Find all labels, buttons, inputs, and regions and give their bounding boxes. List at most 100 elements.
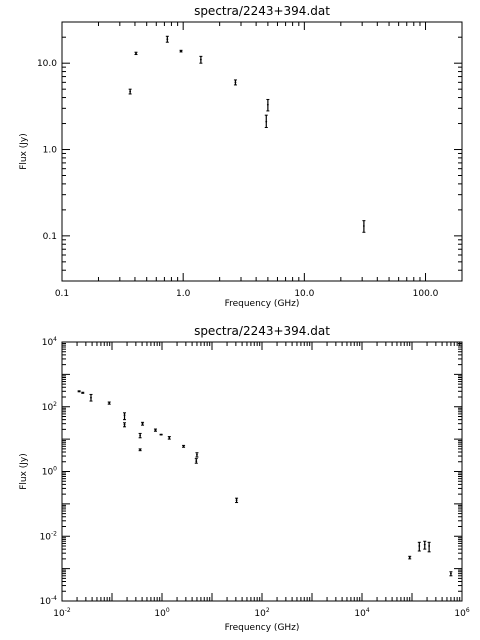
- y-tick-label: 10.0: [37, 59, 57, 69]
- x-tick-label-base: 10: [154, 609, 166, 619]
- y-tick-label-base: 10: [42, 403, 54, 413]
- data-point: [107, 401, 111, 405]
- chart-title: spectra/2243+394.dat: [194, 4, 330, 18]
- data-marker: [160, 433, 163, 436]
- y-tick-label-base: 10: [40, 597, 52, 607]
- data-marker: [180, 50, 182, 53]
- bottom-flux-chart: spectra/2243+394.dat Frequency (GHz) Flux …: [19, 324, 470, 633]
- data-point: [199, 55, 203, 64]
- x-tick-label-base: 10: [454, 609, 466, 619]
- data-point: [194, 458, 198, 464]
- data-marker: [139, 448, 142, 451]
- data-marker: [428, 545, 431, 547]
- x-tick-label-exponent: -2: [65, 607, 71, 614]
- data-marker: [141, 422, 144, 425]
- data-marker: [135, 52, 137, 55]
- y-tick-label-exponent: -2: [51, 530, 57, 537]
- x-tick-label: 100.0: [413, 289, 439, 299]
- data-marker: [129, 90, 132, 93]
- x-tick-label: 10-2: [53, 607, 71, 619]
- chart-title: spectra/2243+394.dat: [194, 324, 330, 338]
- data-point: [81, 391, 85, 394]
- x-tick-label-base: 10: [254, 609, 266, 619]
- x-axis-label: Frequency (GHz): [225, 623, 300, 633]
- data-point: [264, 114, 268, 128]
- data-marker: [168, 436, 171, 439]
- data-point: [179, 49, 183, 53]
- plot-frame: [61, 341, 463, 602]
- y-tick-label-exponent: 2: [53, 401, 57, 408]
- data-marker: [108, 402, 111, 404]
- y-tick-label-exponent: 4: [53, 336, 57, 343]
- y-tick-label: 102: [42, 401, 57, 413]
- data-marker: [196, 453, 198, 456]
- y-axis-label: Flux (Jy): [19, 133, 29, 170]
- data-point: [123, 422, 127, 428]
- data-marker: [123, 414, 126, 417]
- x-tick-label-exponent: 4: [366, 607, 370, 614]
- data-marker: [81, 391, 84, 394]
- y-tick-label: 10-2: [40, 530, 58, 542]
- data-marker: [154, 429, 157, 432]
- data-marker: [182, 445, 185, 448]
- y-tick-label: 10-4: [40, 595, 58, 607]
- x-tick-label: 10.0: [294, 289, 314, 299]
- data-point: [362, 220, 366, 233]
- data-marker: [362, 225, 365, 227]
- data-marker: [166, 38, 169, 41]
- top-flux-chart: spectra/2243+394.dat Frequency (GHz) Flux …: [19, 4, 463, 309]
- y-tick-label-base: 10: [42, 338, 54, 348]
- x-tick-label-exponent: 0: [166, 607, 170, 614]
- y-tick-label-exponent: 0: [53, 466, 57, 473]
- data-marker: [235, 499, 238, 502]
- x-tick-label: 106: [454, 607, 469, 619]
- data-marker: [423, 543, 426, 546]
- data-point: [153, 428, 157, 432]
- x-tick-label-exponent: 6: [466, 607, 470, 614]
- x-tick-label-exponent: 2: [266, 607, 270, 614]
- y-tick-label-exponent: -4: [51, 595, 57, 602]
- y-tick-label: 100: [42, 466, 57, 478]
- data-marker: [123, 423, 126, 426]
- y-tick-label: 0.1: [43, 232, 57, 242]
- data-marker: [418, 545, 421, 547]
- data-point: [165, 35, 169, 43]
- data-point: [77, 390, 81, 393]
- data-point: [141, 421, 145, 426]
- x-tick-label: 102: [254, 607, 269, 619]
- data-marker: [450, 572, 452, 575]
- y-tick-label-base: 10: [42, 468, 54, 478]
- x-tick-label-base: 10: [354, 609, 366, 619]
- y-axis-label: Flux (Jy): [19, 453, 29, 490]
- data-point: [427, 541, 431, 553]
- bottom-chart-panel: spectra/2243+394.dat Frequency (GHz) Flux …: [0, 320, 480, 640]
- data-point: [195, 452, 199, 458]
- x-tick-label: 104: [354, 607, 369, 619]
- x-tick-label-base: 10: [53, 609, 65, 619]
- top-chart-panel: spectra/2243+394.dat Frequency (GHz) Flux …: [19, 4, 463, 309]
- data-marker: [266, 103, 269, 106]
- y-tick-label-base: 10: [40, 532, 52, 542]
- data-point: [182, 444, 186, 448]
- data-point: [235, 497, 239, 504]
- x-tick-label: 0.1: [55, 289, 69, 299]
- data-marker: [408, 556, 411, 559]
- data-point: [449, 571, 453, 577]
- plot-frame: [61, 21, 463, 282]
- data-point: [423, 540, 427, 550]
- data-point: [417, 541, 421, 552]
- data-point: [138, 432, 142, 439]
- data-point: [89, 393, 93, 402]
- data-marker: [265, 120, 268, 123]
- data-point: [138, 448, 142, 452]
- x-axis-label: Frequency (GHz): [225, 299, 300, 309]
- data-point: [233, 79, 237, 86]
- data-point: [408, 555, 412, 560]
- data-point: [123, 412, 127, 421]
- y-tick-label: 1.0: [43, 146, 58, 156]
- data-point: [266, 98, 270, 112]
- data-point: [159, 433, 163, 436]
- data-marker: [139, 434, 142, 437]
- data-marker: [90, 396, 92, 399]
- y-tick-label: 104: [42, 336, 57, 348]
